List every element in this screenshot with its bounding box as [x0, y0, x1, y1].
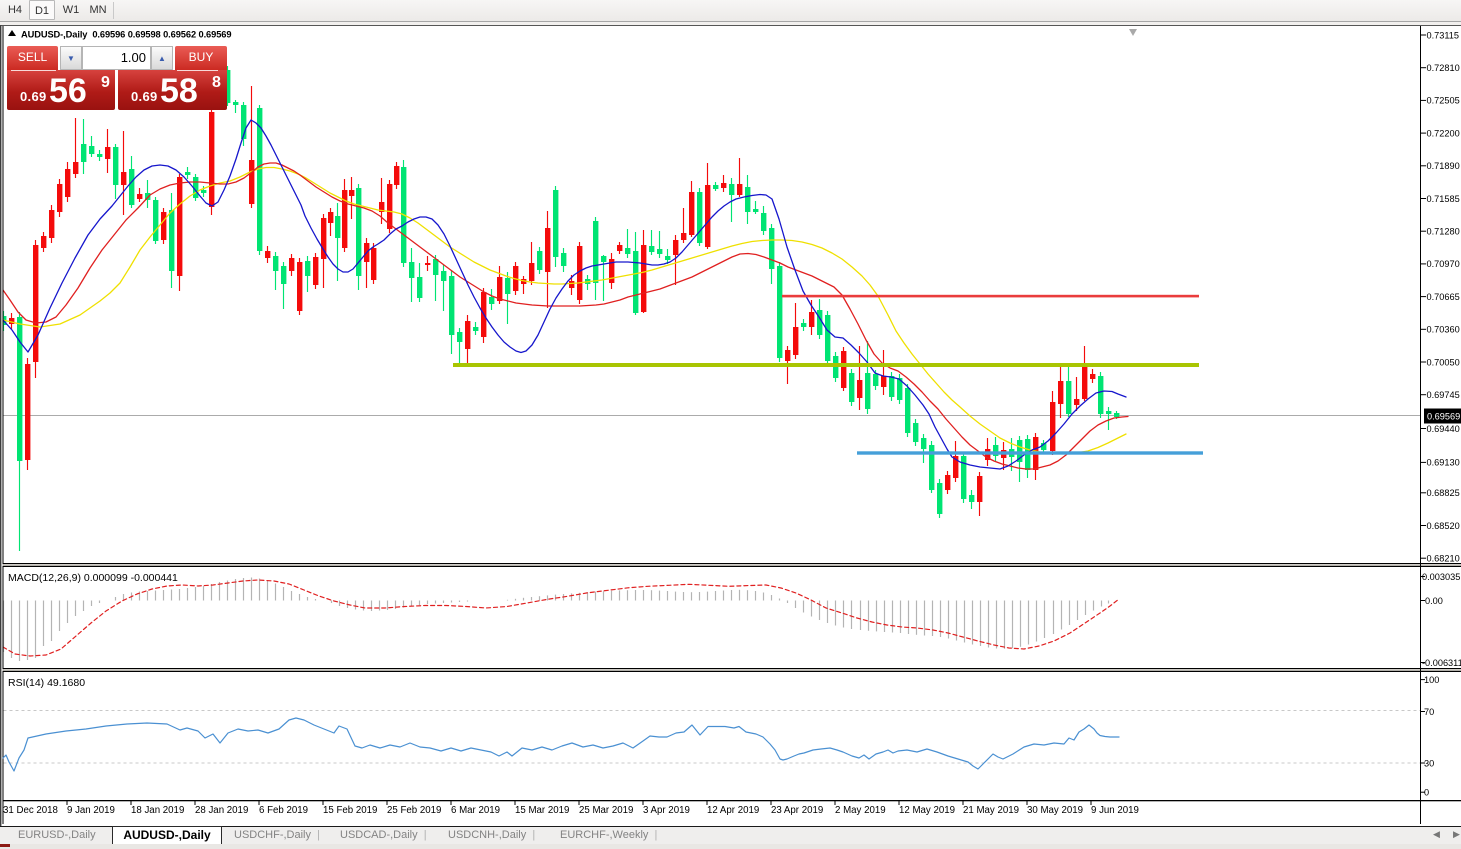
svg-text:25 Mar 2019: 25 Mar 2019	[579, 805, 633, 816]
svg-text:70: 70	[1424, 707, 1434, 717]
svg-text:0.68825: 0.68825	[1427, 488, 1460, 498]
svg-text:30: 30	[1424, 759, 1434, 769]
svg-text:RSI(14) 49.1680: RSI(14) 49.1680	[8, 677, 85, 689]
svg-text:100: 100	[1424, 675, 1439, 685]
svg-text:AUDUSD-,Daily 0.69596 0.69598: AUDUSD-,Daily 0.69596 0.69598 0.69562 0.…	[21, 30, 231, 40]
svg-text:0.003035: 0.003035	[1422, 572, 1460, 582]
svg-text:0.71280: 0.71280	[1427, 227, 1460, 237]
svg-text:0.70665: 0.70665	[1427, 292, 1460, 302]
svg-text:0.69569: 0.69569	[1427, 411, 1460, 421]
svg-text:6 Mar 2019: 6 Mar 2019	[451, 805, 500, 816]
svg-text:15 Mar 2019: 15 Mar 2019	[515, 805, 569, 816]
svg-text:0.70050: 0.70050	[1427, 357, 1460, 367]
svg-text:-0.006311: -0.006311	[1422, 658, 1461, 668]
svg-text:12 Apr 2019: 12 Apr 2019	[707, 805, 759, 816]
svg-text:0.72505: 0.72505	[1427, 96, 1460, 106]
svg-text:0.68210: 0.68210	[1427, 554, 1460, 564]
svg-text:0.72200: 0.72200	[1427, 128, 1460, 138]
svg-text:0.00: 0.00	[1425, 596, 1443, 606]
svg-text:0.68520: 0.68520	[1427, 521, 1460, 531]
svg-text:0.70970: 0.70970	[1427, 259, 1460, 269]
svg-text:0.69440: 0.69440	[1427, 424, 1460, 434]
svg-text:MACD(12,26,9) 0.000099 -0.0004: MACD(12,26,9) 0.000099 -0.000441	[8, 572, 178, 584]
svg-text:0.71585: 0.71585	[1427, 194, 1460, 204]
svg-text:9 Jan 2019: 9 Jan 2019	[67, 805, 115, 816]
svg-text:0.70360: 0.70360	[1427, 325, 1460, 335]
svg-text:25 Feb 2019: 25 Feb 2019	[387, 805, 441, 816]
svg-text:23 Apr 2019: 23 Apr 2019	[771, 805, 823, 816]
svg-text:9 Jun 2019: 9 Jun 2019	[1091, 805, 1139, 816]
svg-text:0.72810: 0.72810	[1427, 63, 1460, 73]
svg-text:0.69745: 0.69745	[1427, 390, 1460, 400]
svg-text:30 May 2019: 30 May 2019	[1027, 805, 1083, 816]
svg-text:0: 0	[1424, 788, 1429, 798]
svg-text:28 Jan 2019: 28 Jan 2019	[195, 805, 248, 816]
svg-text:0.69130: 0.69130	[1427, 458, 1460, 468]
svg-text:15 Feb 2019: 15 Feb 2019	[323, 805, 377, 816]
svg-text:6 Feb 2019: 6 Feb 2019	[259, 805, 308, 816]
svg-text:0.73115: 0.73115	[1427, 30, 1460, 40]
svg-text:0.71890: 0.71890	[1427, 161, 1460, 171]
svg-text:12 May 2019: 12 May 2019	[899, 805, 955, 816]
svg-text:31 Dec 2018: 31 Dec 2018	[3, 805, 58, 816]
svg-text:3 Apr 2019: 3 Apr 2019	[643, 805, 690, 816]
svg-text:18 Jan 2019: 18 Jan 2019	[131, 805, 184, 816]
svg-text:21 May 2019: 21 May 2019	[963, 805, 1019, 816]
svg-text:2 May 2019: 2 May 2019	[835, 805, 886, 816]
